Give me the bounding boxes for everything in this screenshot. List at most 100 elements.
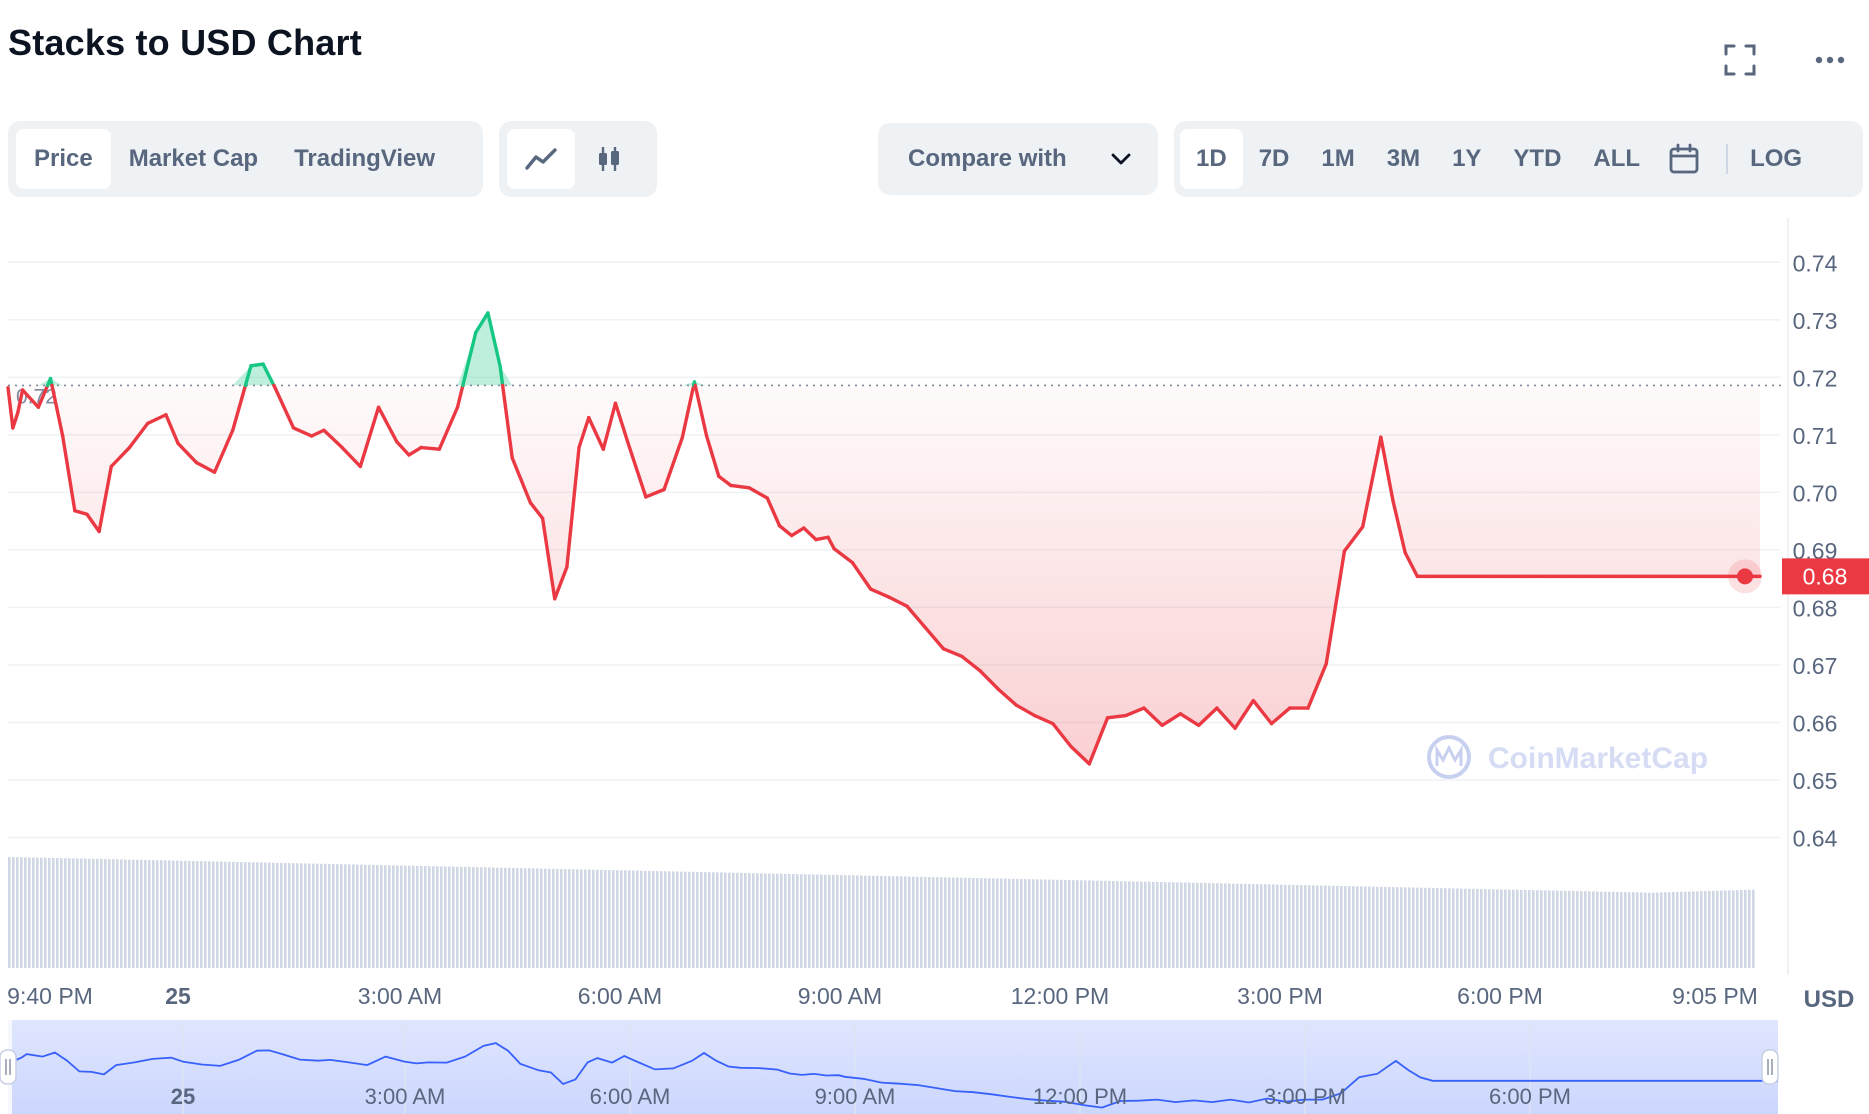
range-1m[interactable]: 1M xyxy=(1321,145,1355,172)
line-chart-icon xyxy=(525,148,557,170)
volume-bar xyxy=(1492,889,1495,968)
volume-bar xyxy=(1540,890,1543,968)
volume-bar xyxy=(708,872,711,968)
volume-bar xyxy=(628,870,631,968)
fullscreen-icon[interactable] xyxy=(1720,40,1760,80)
volume-bar xyxy=(1256,884,1259,968)
volume-bar xyxy=(240,862,243,968)
volume-bar xyxy=(1220,883,1223,968)
volume-bar xyxy=(532,868,535,968)
price-line-segment xyxy=(905,604,927,630)
volume-bar xyxy=(968,877,971,968)
price-line-segment xyxy=(1178,712,1201,728)
volume-bar xyxy=(1208,883,1211,968)
volume-bar xyxy=(496,867,499,968)
price-line-segment xyxy=(789,526,806,538)
volume-bar xyxy=(1080,880,1083,968)
volume-bar xyxy=(980,878,983,968)
volume-bar xyxy=(888,876,891,968)
range-all[interactable]: ALL xyxy=(1593,145,1641,172)
volume-bar xyxy=(1312,885,1315,968)
volume-bar xyxy=(280,862,283,968)
volume-bar xyxy=(936,877,939,968)
volume-bar xyxy=(1252,884,1255,968)
volume-bar xyxy=(1532,890,1535,968)
price-line-segment xyxy=(1360,435,1383,529)
log-scale-toggle[interactable]: LOG xyxy=(1750,145,1803,172)
range-1y[interactable]: 1Y xyxy=(1452,145,1482,172)
more-horizontal-icon[interactable] xyxy=(1810,40,1850,80)
volume-bar xyxy=(276,862,279,968)
volume-bar xyxy=(1140,881,1143,968)
volume-bar xyxy=(604,869,607,968)
volume-bar xyxy=(1344,886,1347,968)
volume-bar xyxy=(1192,882,1195,968)
volume-bar xyxy=(1248,883,1251,968)
price-line-segment xyxy=(814,535,830,542)
candlestick-button[interactable] xyxy=(575,129,643,189)
range-3m[interactable]: 3M xyxy=(1386,145,1421,172)
volume-bar xyxy=(816,874,819,968)
volume-bar xyxy=(1076,880,1079,968)
volume-bar xyxy=(1384,886,1387,968)
volume-bar xyxy=(964,877,967,968)
range-ytd[interactable]: YTD xyxy=(1513,145,1562,172)
price-line-segment xyxy=(455,383,465,409)
volume-bar xyxy=(440,866,443,968)
volume-bar xyxy=(1144,881,1147,968)
price-line-segment xyxy=(717,474,733,488)
volume-bar xyxy=(1304,885,1307,968)
tab-tradingview[interactable]: TradingView xyxy=(294,145,436,172)
price-line-segment xyxy=(1051,721,1073,749)
volume-bar xyxy=(1196,882,1199,968)
volume-bar xyxy=(340,864,343,968)
volume-bar xyxy=(768,873,771,968)
volume-bar xyxy=(1368,886,1371,968)
volume-bar xyxy=(360,864,363,968)
range-1d[interactable]: 1D xyxy=(1180,129,1243,189)
price-line-segment xyxy=(498,364,505,388)
volume-bar xyxy=(1560,890,1563,968)
volume-bar xyxy=(1232,883,1235,968)
volume-bar xyxy=(652,871,655,968)
x-tick-label: 3:00 AM xyxy=(358,983,442,1009)
current-price-label: 0.68 xyxy=(1803,563,1848,589)
volume-bar xyxy=(1300,885,1303,968)
volume-bar xyxy=(1732,890,1735,968)
volume-bar xyxy=(1496,889,1499,968)
volume-bar xyxy=(404,865,407,968)
volume-bar xyxy=(860,875,863,968)
volume-bar xyxy=(1752,889,1755,968)
volume-bar xyxy=(112,859,115,968)
volume-bar xyxy=(228,861,231,968)
range-7d[interactable]: 7D xyxy=(1258,145,1290,172)
current-price-tag xyxy=(1782,558,1869,595)
volume-bar xyxy=(716,872,719,968)
volume-bar xyxy=(1620,892,1623,968)
navigator-left-handle[interactable] xyxy=(0,1049,17,1085)
navigator-tick-label: 3:00 PM xyxy=(1264,1084,1346,1109)
price-line-segment xyxy=(16,388,25,415)
volume-bar xyxy=(660,871,663,968)
volume-bar xyxy=(20,857,23,968)
price-line-segment xyxy=(322,428,344,450)
tab-market-cap[interactable]: Market Cap xyxy=(128,145,259,172)
calendar-button[interactable] xyxy=(1656,129,1712,189)
price-line-segment xyxy=(565,445,581,569)
line-chart-button[interactable] xyxy=(507,129,575,189)
volume-bar xyxy=(1364,886,1367,968)
price-line-segment xyxy=(1306,662,1328,710)
compare-with-dropdown[interactable]: Compare with xyxy=(878,123,1158,195)
price-line-segment xyxy=(1251,698,1274,726)
volume-bar xyxy=(1476,888,1479,968)
volume-bar xyxy=(1692,891,1695,968)
price-line-segment xyxy=(832,547,855,565)
tab-price[interactable]: Price xyxy=(16,129,111,189)
volume-bar xyxy=(436,866,439,968)
volume-bar xyxy=(940,877,943,968)
chevron-down-icon xyxy=(1111,153,1131,165)
volume-bar xyxy=(1456,888,1459,968)
navigator-right-handle[interactable] xyxy=(1761,1049,1779,1085)
volume-bar xyxy=(1576,891,1579,968)
volume-bar xyxy=(832,874,835,968)
